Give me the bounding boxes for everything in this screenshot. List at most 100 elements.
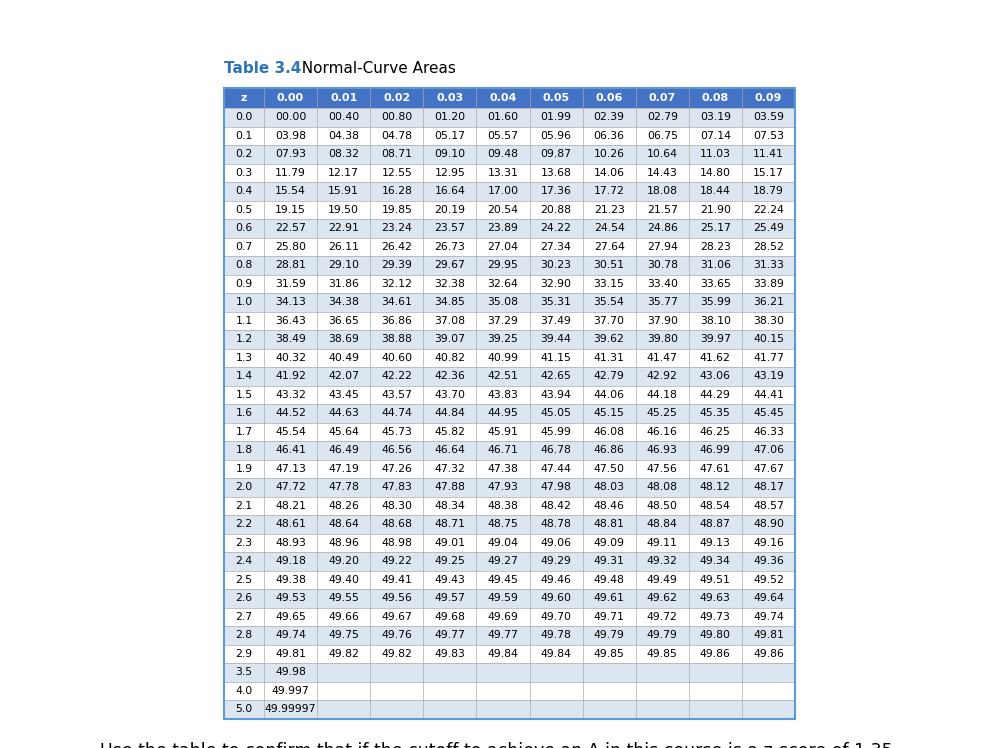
Text: 2.1: 2.1	[236, 500, 252, 511]
Bar	[636, 645, 689, 663]
Bar	[689, 571, 742, 589]
Bar	[476, 164, 530, 182]
Bar	[370, 441, 423, 459]
Text: 49.06: 49.06	[541, 538, 572, 548]
Text: 45.35: 45.35	[700, 408, 731, 418]
Text: 32.12: 32.12	[381, 279, 412, 289]
Text: 31.06: 31.06	[700, 260, 731, 270]
Bar	[264, 589, 317, 607]
Text: 2.2: 2.2	[236, 519, 252, 530]
Bar	[224, 88, 795, 719]
Bar	[476, 275, 530, 293]
Bar	[530, 404, 583, 423]
Text: 10.26: 10.26	[594, 150, 625, 159]
Bar	[636, 330, 689, 349]
Text: 02.39: 02.39	[594, 112, 625, 122]
Text: 49.27: 49.27	[487, 557, 518, 566]
Text: 12.55: 12.55	[381, 168, 412, 178]
Text: 39.97: 39.97	[700, 334, 731, 344]
Bar	[530, 182, 583, 200]
Text: 49.86: 49.86	[753, 649, 783, 659]
Text: 49.84: 49.84	[541, 649, 572, 659]
Bar	[689, 126, 742, 145]
Bar	[689, 311, 742, 330]
Text: 41.47: 41.47	[647, 353, 678, 363]
Bar	[264, 311, 317, 330]
Text: 49.62: 49.62	[647, 593, 678, 603]
Bar	[264, 219, 317, 238]
Bar	[583, 219, 636, 238]
Text: 07.53: 07.53	[752, 131, 784, 141]
Bar	[317, 385, 370, 404]
Text: 41.62: 41.62	[700, 353, 731, 363]
Bar	[636, 404, 689, 423]
Text: 0.4: 0.4	[236, 186, 252, 196]
Bar	[317, 552, 370, 571]
Bar	[423, 478, 476, 497]
Text: 45.05: 45.05	[541, 408, 572, 418]
Bar	[423, 533, 476, 552]
Text: 48.30: 48.30	[381, 500, 412, 511]
Bar	[423, 126, 476, 145]
Bar	[476, 182, 530, 200]
Text: 40.49: 40.49	[328, 353, 359, 363]
Text: 48.17: 48.17	[753, 482, 783, 492]
Bar	[689, 256, 742, 275]
Bar	[476, 663, 530, 681]
Bar	[224, 700, 264, 719]
Bar	[423, 515, 476, 533]
Text: 47.98: 47.98	[541, 482, 572, 492]
Text: 49.77: 49.77	[434, 631, 465, 640]
Text: 1.4: 1.4	[236, 371, 252, 381]
Text: 14.06: 14.06	[594, 168, 625, 178]
Text: 33.40: 33.40	[647, 279, 678, 289]
Text: 30.78: 30.78	[647, 260, 678, 270]
Text: 46.25: 46.25	[700, 427, 731, 437]
Text: 22.24: 22.24	[753, 205, 783, 215]
Bar	[583, 700, 636, 719]
Text: 18.44: 18.44	[700, 186, 731, 196]
Bar	[742, 645, 795, 663]
Bar	[370, 88, 423, 108]
Bar	[317, 441, 370, 459]
Text: 32.90: 32.90	[541, 279, 572, 289]
Text: 49.66: 49.66	[328, 612, 359, 622]
Bar	[742, 238, 795, 256]
Text: 47.13: 47.13	[275, 464, 306, 473]
Bar	[530, 533, 583, 552]
Bar	[224, 404, 264, 423]
Bar	[423, 459, 476, 478]
Text: 0.2: 0.2	[236, 150, 252, 159]
Bar	[423, 700, 476, 719]
Bar	[583, 256, 636, 275]
Bar	[370, 571, 423, 589]
Bar	[370, 645, 423, 663]
Text: 42.22: 42.22	[381, 371, 412, 381]
Bar	[423, 552, 476, 571]
Bar	[476, 330, 530, 349]
Bar	[264, 200, 317, 219]
Text: 09.48: 09.48	[487, 150, 518, 159]
Bar	[317, 182, 370, 200]
Bar	[742, 275, 795, 293]
Bar	[370, 311, 423, 330]
Bar	[224, 515, 264, 533]
Text: 49.80: 49.80	[700, 631, 731, 640]
Text: 49.34: 49.34	[700, 557, 731, 566]
Bar	[636, 441, 689, 459]
Text: 13.31: 13.31	[487, 168, 518, 178]
Text: 49.98: 49.98	[275, 667, 306, 677]
Text: 21.90: 21.90	[700, 205, 731, 215]
Bar	[370, 238, 423, 256]
Text: 49.29: 49.29	[541, 557, 572, 566]
Bar	[530, 423, 583, 441]
Text: 27.04: 27.04	[487, 242, 518, 252]
Text: 1.2: 1.2	[236, 334, 252, 344]
Bar	[742, 571, 795, 589]
Bar	[583, 478, 636, 497]
Text: 49.48: 49.48	[594, 574, 625, 585]
Bar	[742, 145, 795, 164]
Bar	[423, 311, 476, 330]
Text: 44.41: 44.41	[753, 390, 783, 399]
Bar	[370, 293, 423, 311]
